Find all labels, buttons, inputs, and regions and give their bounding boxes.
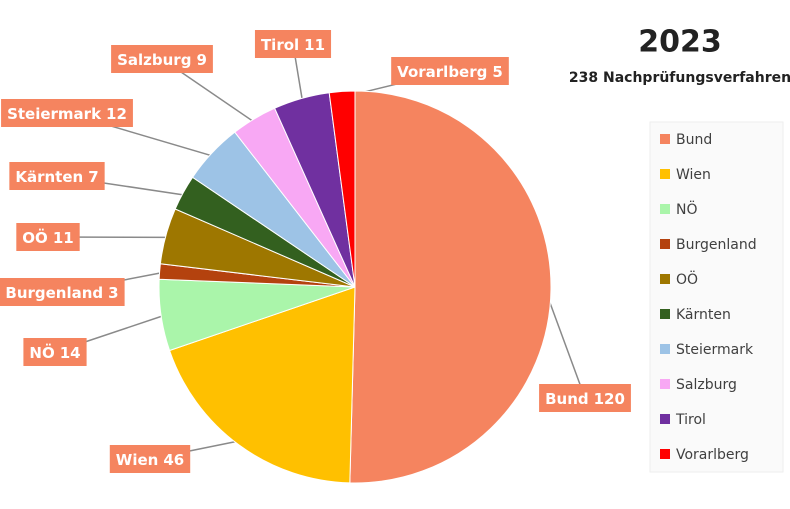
data-label-text: Kärnten 7 — [15, 168, 98, 186]
data-label-text: NÖ 14 — [29, 343, 80, 362]
data-label-text: Steiermark 12 — [7, 105, 127, 123]
legend-swatch — [660, 204, 670, 214]
data-label-box — [9, 162, 105, 190]
legend-swatch — [660, 169, 670, 179]
pie-slice — [328, 90, 356, 288]
chart-subtitle: 238 Nachprüfungsverfahren — [569, 70, 790, 86]
data-label-category: Burgenland — [5, 284, 103, 302]
legend-box — [649, 121, 784, 473]
data-label-text: OÖ 11 — [22, 228, 73, 247]
data-label-category: Kärnten — [15, 168, 83, 186]
legend-swatch — [660, 134, 670, 144]
data-label: Kärnten 7 — [9, 162, 105, 190]
data-label: Burgenland 3 — [0, 278, 125, 306]
legend-swatch — [660, 309, 670, 319]
pie-slice — [349, 90, 552, 484]
legend-swatch — [660, 239, 670, 249]
data-label-value: 3 — [108, 284, 118, 302]
data-label: Vorarlberg 5 — [391, 57, 509, 85]
legend-label: Tirol — [675, 412, 706, 428]
data-label-value: 5 — [492, 63, 502, 81]
legend-label: Kärnten — [676, 307, 731, 323]
data-label-category: Tirol — [261, 36, 299, 54]
data-label-value: 120 — [594, 390, 625, 408]
data-label-value: 14 — [60, 344, 81, 362]
legend-label: Wien — [676, 167, 711, 183]
data-label-text: Salzburg 9 — [117, 51, 207, 69]
data-label-value: 12 — [106, 105, 127, 123]
data-label-category: Wien — [116, 451, 159, 469]
data-label-text: Vorarlberg 5 — [397, 63, 503, 81]
data-label-box — [1, 99, 133, 127]
data-label-value: 7 — [88, 168, 98, 186]
legend-swatch — [660, 414, 670, 424]
legend-swatch — [660, 379, 670, 389]
data-label: OÖ 11 — [16, 223, 80, 251]
data-label: Salzburg 9 — [111, 45, 213, 73]
leader-line — [544, 289, 586, 399]
legend-label: Steiermark — [676, 342, 754, 358]
data-label-value: 11 — [53, 229, 74, 247]
legend-label: Salzburg — [676, 377, 737, 393]
legend-label: Burgenland — [676, 237, 757, 253]
data-label-text: Tirol 11 — [261, 36, 325, 54]
data-label-category: Bund — [545, 390, 589, 408]
legend-label: NÖ — [676, 200, 698, 218]
data-label-category: Salzburg — [117, 51, 191, 69]
legend-swatch — [660, 449, 670, 459]
data-label-text: Burgenland 3 — [5, 284, 118, 302]
data-label: Tirol 11 — [254, 30, 332, 58]
legend-label: Vorarlberg — [676, 447, 749, 463]
data-label-category: Steiermark — [7, 105, 102, 123]
data-label-value: 46 — [163, 451, 184, 469]
data-label-box — [109, 445, 191, 473]
slices — [158, 90, 552, 484]
legend-label: OÖ — [676, 270, 698, 288]
data-labels: Bund 120 Wien 46 NÖ 14 Burgenland 3 OÖ 11 Kärnten 7… — [0, 30, 631, 473]
data-label: Wien 46 — [109, 445, 191, 473]
data-label-category: NÖ — [29, 343, 54, 362]
legend-swatch — [660, 344, 670, 354]
data-label-box — [539, 384, 631, 412]
data-label-text: Bund 120 — [545, 390, 625, 408]
data-label-value: 11 — [304, 36, 325, 54]
pie-slice — [168, 286, 356, 484]
data-label-category: OÖ — [22, 228, 48, 247]
chart-title: 2023 — [638, 25, 722, 60]
data-label-box — [391, 57, 509, 85]
data-label: Bund 120 — [539, 384, 631, 412]
data-label: Steiermark 12 — [1, 99, 133, 127]
legend-swatch — [660, 274, 670, 284]
data-label-box — [23, 338, 87, 366]
data-label-box — [111, 45, 213, 73]
data-label-box — [16, 223, 80, 251]
data-label-box — [0, 278, 125, 306]
data-label-value: 9 — [196, 51, 206, 69]
legend-label: Bund — [676, 132, 712, 148]
data-label-box — [254, 30, 332, 58]
data-label: NÖ 14 — [23, 338, 87, 366]
data-label-category: Vorarlberg — [397, 63, 487, 81]
data-label-text: Wien 46 — [116, 451, 184, 469]
